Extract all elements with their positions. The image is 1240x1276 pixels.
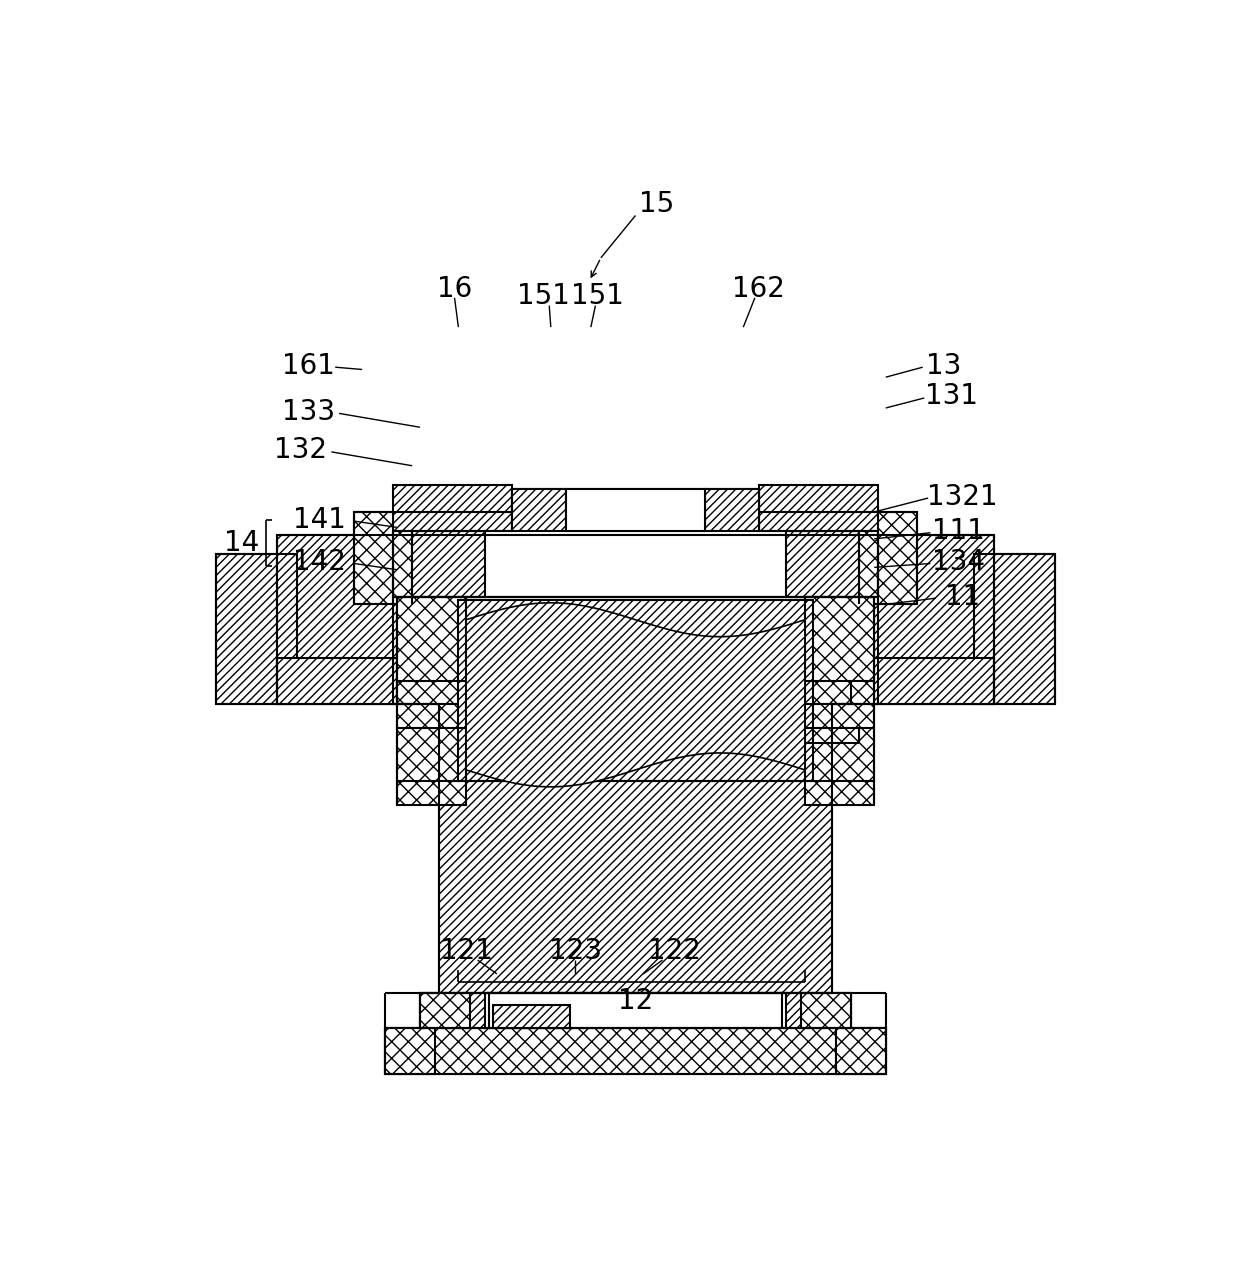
Bar — [759, 485, 878, 531]
Text: 1321: 1321 — [928, 482, 998, 510]
Bar — [397, 597, 466, 704]
Text: 13: 13 — [926, 352, 961, 380]
Bar — [397, 597, 466, 805]
Text: 15: 15 — [640, 190, 675, 218]
Text: 16: 16 — [436, 274, 472, 302]
Bar — [567, 489, 704, 531]
Text: 132: 132 — [274, 436, 327, 464]
Bar — [278, 535, 446, 704]
Text: 131: 131 — [925, 383, 977, 411]
Text: 142: 142 — [294, 547, 346, 575]
Text: 121: 121 — [440, 937, 492, 965]
Text: 14: 14 — [223, 528, 259, 556]
Bar — [859, 512, 916, 605]
Bar — [801, 993, 851, 1028]
Text: 162: 162 — [733, 274, 785, 302]
Bar — [786, 531, 878, 597]
Text: 161: 161 — [281, 352, 335, 380]
Text: 111: 111 — [932, 517, 986, 545]
Bar — [393, 531, 485, 597]
Text: 141: 141 — [294, 505, 346, 533]
Text: 123: 123 — [549, 937, 601, 965]
Bar — [825, 658, 993, 704]
Text: 11: 11 — [945, 583, 981, 611]
Text: 134: 134 — [932, 547, 986, 575]
Bar — [825, 535, 993, 704]
Text: 151: 151 — [570, 282, 624, 310]
Bar — [386, 1028, 885, 1074]
Bar — [512, 489, 567, 531]
Bar — [386, 1028, 435, 1074]
Bar — [805, 597, 874, 805]
Bar — [439, 701, 832, 993]
Bar — [485, 993, 786, 1028]
Bar — [459, 601, 812, 781]
Bar — [216, 554, 296, 704]
Bar — [975, 554, 1055, 704]
Bar — [278, 658, 397, 704]
Bar — [355, 512, 412, 605]
Bar — [420, 993, 470, 1028]
Text: 122: 122 — [647, 937, 701, 965]
Text: 12: 12 — [618, 986, 653, 1014]
Bar — [836, 1028, 885, 1074]
Bar — [393, 485, 512, 531]
Bar — [704, 489, 759, 531]
Bar — [805, 597, 874, 704]
Text: 133: 133 — [281, 398, 335, 426]
Text: 151: 151 — [517, 282, 569, 310]
Polygon shape — [466, 602, 805, 787]
Bar — [494, 1004, 570, 1028]
Bar — [420, 993, 851, 1028]
